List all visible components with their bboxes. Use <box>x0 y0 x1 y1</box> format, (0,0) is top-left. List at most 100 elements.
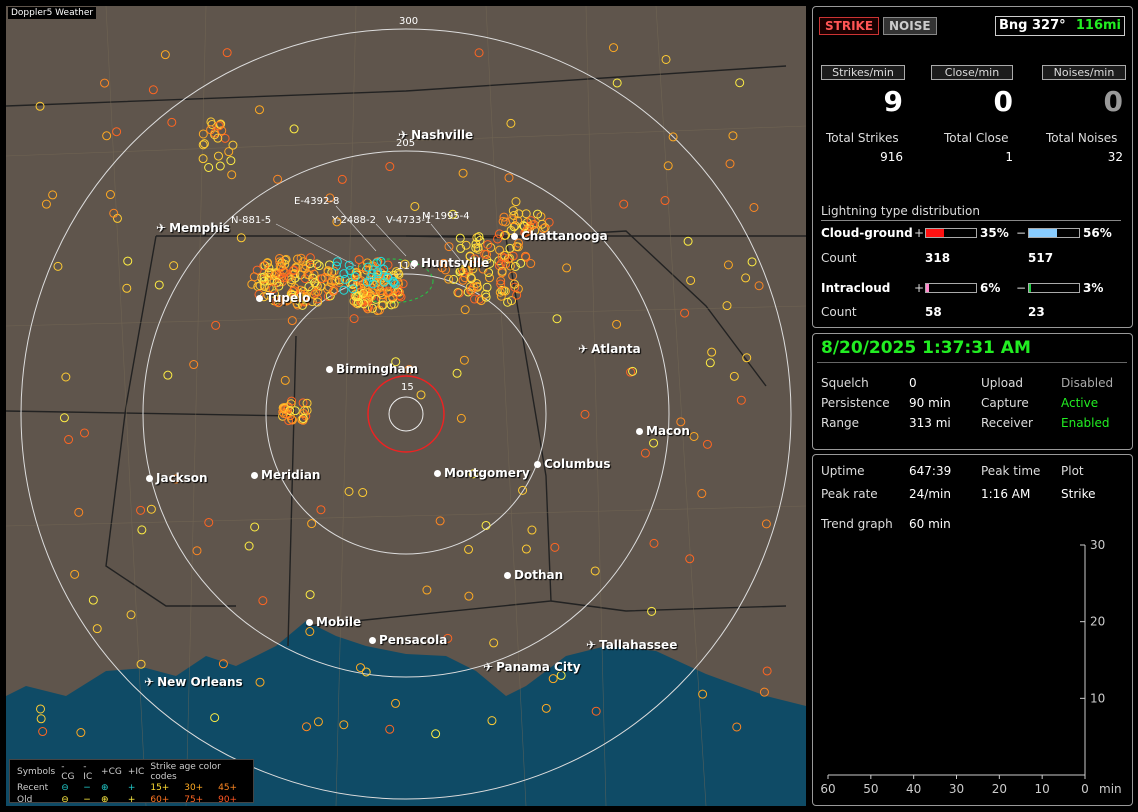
strike-button[interactable]: STRIKE <box>819 17 880 35</box>
strike-marker <box>463 287 473 297</box>
strike-markers <box>35 43 772 739</box>
strike-marker <box>268 284 278 294</box>
y-tick-label: 30 <box>1090 538 1105 552</box>
strike-marker <box>325 193 335 203</box>
strike-marker <box>749 202 759 212</box>
strike-marker <box>299 408 309 418</box>
strike-marker <box>171 474 181 484</box>
strike-marker <box>455 233 465 243</box>
strike-marker <box>213 151 223 161</box>
strikes-rate: 9 <box>883 85 903 118</box>
strike-marker <box>478 264 488 274</box>
strike-marker <box>500 286 510 296</box>
symbol-legend: Symbols -CG -IC +CG +IC Strike age color… <box>9 759 254 805</box>
strike-marker <box>373 282 383 292</box>
city-birmingham: Birmingham <box>326 362 418 376</box>
strike-marker <box>499 230 509 240</box>
intracloud-label: Intracloud <box>821 281 891 295</box>
setting-value: 313 mi <box>909 416 951 430</box>
strike-marker <box>317 274 327 284</box>
city-label: Tupelo <box>266 291 311 305</box>
strike-marker <box>284 272 294 282</box>
strike-marker <box>224 147 234 157</box>
lightning-map[interactable]: Doppler5 Weather 300 205 110 15 E-4392-8… <box>6 6 806 806</box>
strike-marker <box>302 398 312 408</box>
city-jackson: Jackson <box>146 471 208 485</box>
ring-label-300: 300 <box>399 16 419 27</box>
strike-marker <box>362 287 372 297</box>
strike-marker <box>210 713 220 723</box>
strike-marker <box>290 269 300 279</box>
strike-marker-recent <box>331 261 341 271</box>
plus-cg-icon: ⊕ <box>101 783 109 793</box>
minus-sign: − <box>1016 281 1027 295</box>
strike-marker <box>313 287 323 297</box>
strike-marker <box>514 209 524 219</box>
peak-rate-value: 24/min <box>909 487 951 501</box>
noise-button[interactable]: NOISE <box>883 17 937 35</box>
strike-marker <box>279 408 289 418</box>
strike-marker-recent <box>383 273 393 283</box>
city-mobile: Mobile <box>306 615 361 629</box>
strike-marker <box>647 606 657 616</box>
sensor-label: Y-2488-2 <box>332 215 376 226</box>
strike-marker <box>351 292 361 302</box>
strike-marker <box>344 486 354 496</box>
minus-ic-icon: − <box>83 783 91 793</box>
plus-sign: + <box>914 226 925 240</box>
strike-marker <box>460 305 470 315</box>
map-canvas <box>6 6 806 806</box>
strike-marker <box>697 489 707 499</box>
noises-per-min-header: Noises/min <box>1042 65 1126 80</box>
strike-marker <box>218 659 228 669</box>
total-strikes-value: 916 <box>880 150 903 164</box>
strike-marker <box>686 275 696 285</box>
strike-marker <box>466 286 476 296</box>
strike-marker <box>305 259 315 269</box>
strike-marker <box>612 78 622 88</box>
setting-value: 0 <box>909 376 917 390</box>
strike-marker <box>580 409 590 419</box>
strike-marker <box>493 234 503 244</box>
strike-marker <box>444 274 454 284</box>
strike-marker <box>485 273 495 283</box>
strike-marker <box>258 596 268 606</box>
city-tallahassee: ✈ Tallahassee <box>586 638 677 652</box>
strike-marker <box>485 258 495 268</box>
strike-marker <box>36 704 46 714</box>
strike-marker <box>220 133 230 143</box>
strike-marker <box>249 272 259 282</box>
plot-value[interactable]: Strike <box>1061 487 1096 501</box>
strike-marker <box>330 276 340 286</box>
city-label: Columbus <box>544 457 611 471</box>
strike-marker-recent <box>376 256 386 266</box>
city-dot-icon <box>256 295 263 302</box>
strike-marker <box>92 624 102 634</box>
strike-marker <box>64 435 74 445</box>
strike-marker <box>609 43 619 53</box>
city-dothan: Dothan <box>504 568 563 582</box>
strike-marker <box>100 78 110 88</box>
airport-icon: ✈ <box>578 342 589 356</box>
strike-marker <box>263 290 273 300</box>
count-label: Count <box>821 251 857 265</box>
strike-marker <box>126 610 136 620</box>
strike-marker <box>371 294 381 304</box>
strike-marker <box>339 720 349 730</box>
setting-value: Enabled <box>1061 416 1110 430</box>
strike-marker <box>76 728 86 738</box>
strike-marker <box>464 544 474 554</box>
strike-marker <box>48 190 58 200</box>
strike-marker <box>456 266 466 276</box>
strike-marker <box>435 516 445 526</box>
strike-marker <box>293 254 303 264</box>
strike-marker <box>393 268 403 278</box>
strike-marker <box>762 666 772 676</box>
minus-cg-icon: ⊖ <box>61 783 69 793</box>
strike-marker <box>404 365 414 375</box>
strike-marker <box>61 372 71 382</box>
strike-marker <box>88 595 98 605</box>
strike-marker <box>38 727 48 737</box>
legend-header: +CG <box>101 767 122 777</box>
strike-marker <box>680 308 690 318</box>
